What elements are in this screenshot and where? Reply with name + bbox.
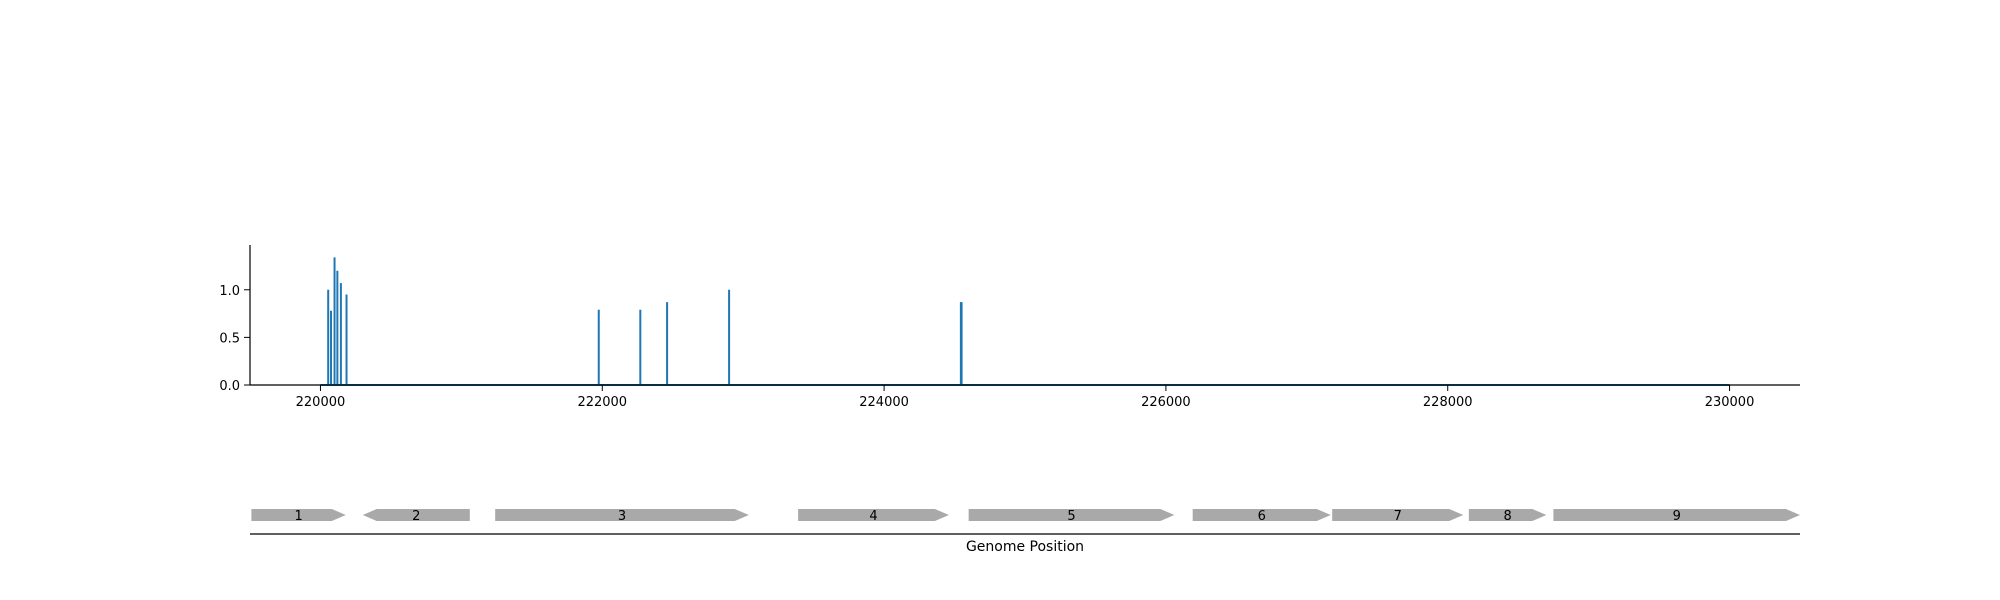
x-tick-label: 226000	[1141, 395, 1191, 410]
gene-arrow-2	[362, 509, 470, 521]
gene-label-5: 5	[1067, 509, 1075, 524]
gene-label-8: 8	[1503, 509, 1511, 524]
gene-arrow-6	[1192, 509, 1331, 521]
y-tick-label: 1.0	[219, 284, 240, 299]
gene-arrow-4	[798, 509, 949, 521]
x-tick-label: 228000	[1423, 395, 1473, 410]
gene-arrow-1	[251, 509, 346, 521]
x-tick-label: 222000	[577, 395, 627, 410]
gene-map: 1 2 3 4 5 6 7 8 9 Genome Position	[250, 509, 1800, 555]
gene-label-4: 4	[869, 509, 877, 524]
genome-axis-label: Genome Position	[966, 539, 1084, 555]
y-tick-label: 0.0	[219, 379, 240, 394]
gene-arrow-9	[1553, 509, 1800, 521]
x-tick-label: 220000	[296, 395, 346, 410]
gene-arrow-3	[495, 509, 749, 521]
y-tick-label: 0.5	[219, 331, 240, 346]
x-tick-label: 224000	[859, 395, 909, 410]
gene-label-9: 9	[1673, 509, 1681, 524]
gene-label-6: 6	[1258, 509, 1266, 524]
gene-arrow-8	[1468, 509, 1547, 521]
coverage-plot: 220000 222000 224000 226000 228000 230000 0.0 0…	[219, 245, 1800, 410]
gene-label-2: 2	[412, 509, 420, 524]
gene-arrow-7	[1332, 509, 1464, 521]
gene-label-1: 1	[294, 509, 302, 524]
gene-label-3: 3	[618, 509, 626, 524]
gene-label-7: 7	[1394, 509, 1402, 524]
gene-arrow-5	[968, 509, 1175, 521]
x-tick-label: 230000	[1705, 395, 1755, 410]
